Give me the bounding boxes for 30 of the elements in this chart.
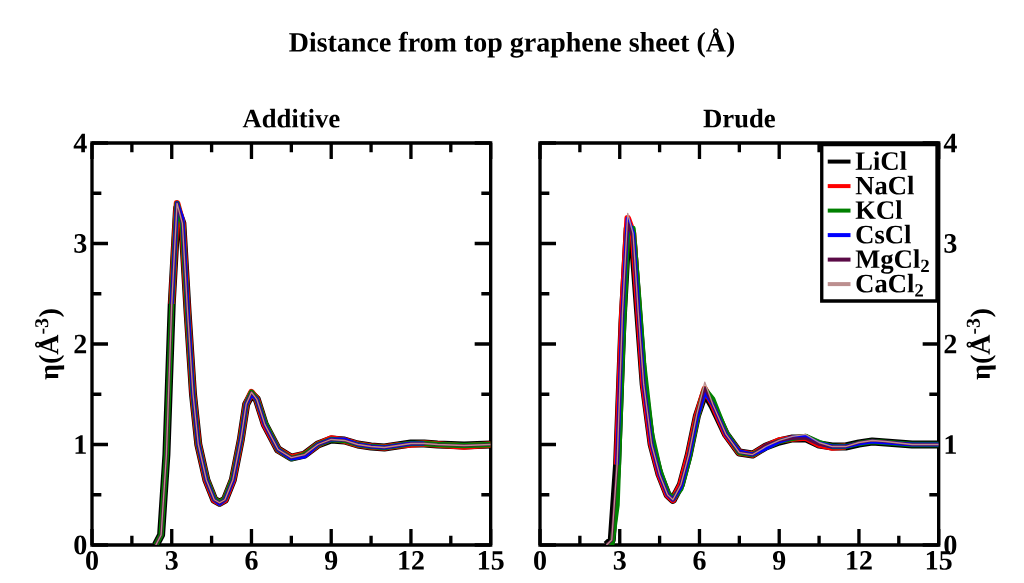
- y-tick-label: 1: [75, 435, 86, 454]
- x-tick-label: 6: [693, 551, 706, 570]
- legend-label: CaCl$_{2}$: [856, 273, 923, 297]
- legend-label: CsCl: [856, 224, 911, 244]
- x-tick-label: 3: [613, 551, 626, 570]
- legend-label: LiCl: [855, 151, 907, 171]
- x-tick-label: 12: [399, 551, 424, 570]
- y-tick-label: 0: [74, 535, 87, 555]
- legend-label: KCl: [855, 200, 903, 220]
- x-tick-label: 6: [245, 551, 258, 570]
- legend-label: NaCl: [855, 175, 914, 195]
- y2-tick-label: 1: [945, 435, 956, 454]
- x-tick-label: 12: [847, 551, 872, 570]
- y2-tick-label: 4: [943, 133, 957, 153]
- y-axis-title: η(Å$^{-3}$): [34, 309, 65, 380]
- y-tick-label: 4: [73, 133, 87, 153]
- x-tick-label: 9: [324, 551, 338, 570]
- legend-label: MgCl$_{2}$: [855, 249, 929, 274]
- chart-title: Drude: [703, 108, 775, 128]
- text: Distance from top graphene sheet (Å): [289, 28, 735, 58]
- y2-tick-label: 3: [944, 234, 957, 253]
- x-tick-label: 0: [534, 551, 546, 570]
- x-tick-label: 9: [772, 551, 786, 570]
- x-tick-label: 15: [478, 551, 504, 570]
- x-tick-label: 3: [165, 551, 178, 570]
- y2-axis-title: η(Å$^{-3}$): [966, 309, 996, 380]
- y-tick-label: 3: [74, 234, 87, 253]
- y2-tick-label: 2: [944, 334, 957, 354]
- y-tick-label: 2: [74, 334, 87, 354]
- chart-title: Additive: [242, 108, 340, 128]
